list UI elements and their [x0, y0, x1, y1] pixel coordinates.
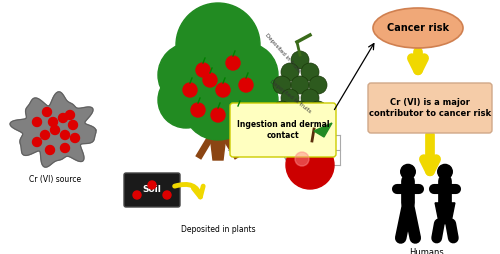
- Circle shape: [42, 107, 51, 117]
- Circle shape: [191, 103, 205, 117]
- Text: Cr (VI) is a major
contributor to cancer risk: Cr (VI) is a major contributor to cancer…: [369, 98, 491, 118]
- Polygon shape: [314, 123, 332, 137]
- Circle shape: [216, 83, 230, 97]
- FancyBboxPatch shape: [230, 103, 336, 157]
- Circle shape: [291, 76, 309, 94]
- Polygon shape: [210, 135, 226, 160]
- Text: Ingestion and dermal
contact: Ingestion and dermal contact: [237, 120, 329, 140]
- Circle shape: [291, 125, 309, 143]
- Circle shape: [239, 78, 253, 92]
- Circle shape: [46, 146, 54, 154]
- Circle shape: [183, 70, 253, 140]
- Circle shape: [301, 89, 319, 107]
- Circle shape: [158, 43, 222, 107]
- FancyBboxPatch shape: [124, 173, 180, 207]
- Circle shape: [291, 51, 309, 69]
- Circle shape: [60, 131, 70, 139]
- Polygon shape: [10, 92, 96, 167]
- Circle shape: [158, 72, 214, 128]
- Circle shape: [183, 83, 197, 97]
- Circle shape: [309, 101, 327, 119]
- Circle shape: [196, 63, 210, 77]
- Circle shape: [301, 63, 319, 81]
- Circle shape: [48, 118, 58, 126]
- Circle shape: [66, 110, 74, 119]
- Circle shape: [295, 152, 309, 166]
- Circle shape: [291, 101, 309, 119]
- Circle shape: [226, 56, 240, 70]
- Text: Cancer risk: Cancer risk: [387, 23, 449, 33]
- Circle shape: [281, 89, 299, 107]
- Circle shape: [40, 131, 50, 139]
- Circle shape: [286, 141, 334, 189]
- Circle shape: [309, 76, 327, 94]
- Circle shape: [222, 72, 278, 128]
- Circle shape: [32, 118, 42, 126]
- Circle shape: [58, 114, 68, 122]
- Circle shape: [211, 108, 225, 122]
- Text: Deposited in plants: Deposited in plants: [180, 225, 256, 234]
- Circle shape: [180, 42, 256, 118]
- Text: Cr (VI) source: Cr (VI) source: [29, 175, 81, 184]
- Circle shape: [301, 113, 319, 131]
- Circle shape: [176, 3, 260, 87]
- Text: Humans: Humans: [408, 248, 444, 254]
- FancyBboxPatch shape: [368, 83, 492, 133]
- Text: Soil: Soil: [142, 185, 162, 195]
- Circle shape: [281, 113, 299, 131]
- Circle shape: [438, 164, 452, 179]
- Text: Deposited in fruits: Deposited in fruits: [268, 80, 312, 115]
- Circle shape: [231, 106, 245, 120]
- Circle shape: [68, 120, 78, 130]
- Polygon shape: [435, 203, 455, 224]
- Circle shape: [50, 125, 59, 135]
- Circle shape: [214, 43, 278, 107]
- Text: Deposited in fruits: Deposited in fruits: [264, 33, 302, 73]
- Circle shape: [32, 137, 42, 147]
- Circle shape: [273, 76, 291, 94]
- Circle shape: [281, 63, 299, 81]
- Circle shape: [133, 191, 141, 199]
- Ellipse shape: [373, 8, 463, 48]
- Circle shape: [273, 101, 291, 119]
- Circle shape: [60, 144, 70, 152]
- Circle shape: [163, 191, 171, 199]
- Circle shape: [148, 181, 156, 189]
- Circle shape: [70, 134, 80, 142]
- Circle shape: [400, 164, 415, 179]
- Circle shape: [203, 73, 217, 87]
